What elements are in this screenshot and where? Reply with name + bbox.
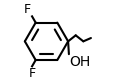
Text: OH: OH bbox=[69, 55, 90, 69]
Text: F: F bbox=[28, 67, 36, 80]
Text: F: F bbox=[24, 3, 31, 16]
